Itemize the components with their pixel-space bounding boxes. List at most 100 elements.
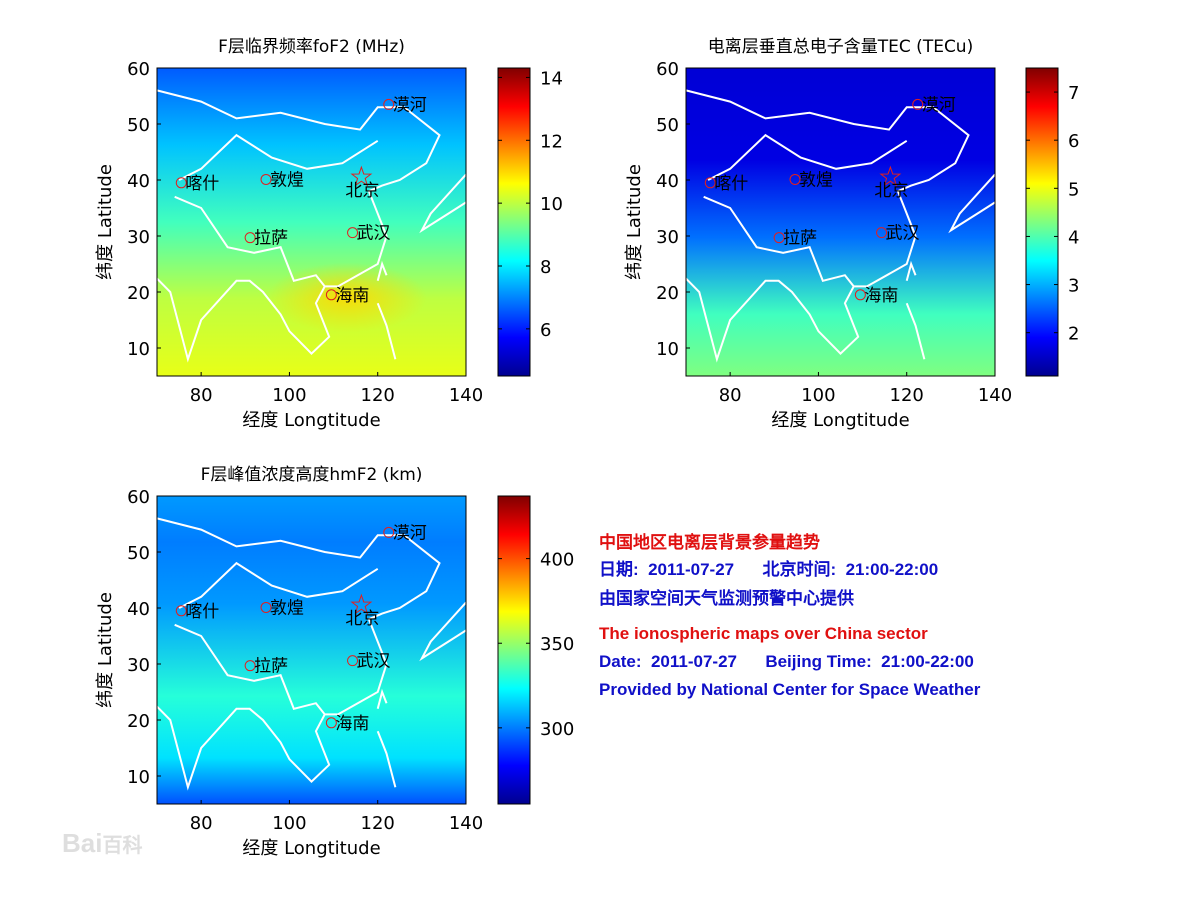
city-label: 漠河 (393, 95, 427, 115)
colorbar-gradient (497, 67, 531, 377)
city-marker: 武汉 (347, 652, 391, 672)
star-icon (879, 165, 902, 187)
city-marker: 敦煌 (789, 170, 833, 190)
city-marker: 北京 (874, 165, 908, 201)
y-tick-label: 40 (656, 171, 679, 192)
colorbar-tick-label: 7 (1068, 83, 1079, 104)
info-en-title: The ionospheric maps over China sector (599, 624, 928, 643)
circle-icon (854, 289, 866, 301)
city-marker: 海南 (325, 286, 369, 306)
coastline (174, 195, 326, 288)
coastline (376, 302, 397, 360)
coastline (419, 601, 467, 662)
city-label: 喀什 (185, 602, 219, 622)
coastline (147, 89, 441, 363)
circle-icon (244, 232, 256, 244)
city-marker: 拉萨 (244, 657, 288, 677)
y-tick-label: 40 (127, 599, 150, 620)
city-marker: 敦煌 (260, 170, 304, 190)
y-tick-label: 30 (656, 227, 679, 248)
info-en-provider: Provided by National Center for Space We… (599, 680, 981, 699)
coastline (174, 623, 326, 716)
city-label: 北京 (874, 181, 908, 201)
heatmap-field (686, 68, 995, 376)
city-marker: 喀什 (175, 174, 219, 194)
city-label: 漠河 (393, 523, 427, 543)
axes-frame (156, 495, 467, 805)
colorbar: 6 8 10 12 14 (497, 67, 563, 377)
y-tick-label: 10 (656, 339, 679, 360)
circle-icon (347, 655, 359, 667)
city-label: 北京 (345, 609, 379, 629)
circle-icon (244, 660, 256, 672)
circle-icon (325, 289, 337, 301)
y-tick-label: 50 (127, 115, 150, 136)
colorbar: 2 3 4 5 6 7 (1025, 67, 1079, 377)
circle-icon (383, 526, 395, 538)
y-axis-label: 纬度 Latitude (95, 592, 116, 708)
city-label: 敦煌 (270, 170, 304, 190)
city-label: 拉萨 (783, 229, 817, 249)
city-label: 拉萨 (254, 657, 288, 677)
colorbar-tick-label: 400 (540, 550, 574, 571)
x-tick-label: 80 (190, 385, 213, 406)
city-label: 喀什 (185, 174, 219, 194)
y-tick-label: 60 (127, 487, 150, 508)
city-marker: 漠河 (383, 95, 427, 115)
colorbar-tick-label: 6 (540, 320, 551, 341)
panel-title: F层临界频率foF2 (MHz) (218, 37, 405, 57)
y-tick-label: 20 (127, 711, 150, 732)
city-label: 武汉 (357, 652, 391, 672)
x-tick-label: 80 (190, 813, 213, 834)
colorbar-tick-label: 14 (540, 68, 563, 89)
colorbar-tick-label: 10 (540, 194, 563, 215)
colorbar: 300 350 400 (497, 495, 574, 805)
circle-icon (912, 98, 924, 110)
x-tick-label: 100 (272, 813, 306, 834)
colorbar-tick-label: 300 (540, 719, 574, 740)
circle-icon (175, 605, 187, 617)
city-label: 海南 (864, 286, 898, 306)
x-tick-label: 100 (801, 385, 835, 406)
city-label: 海南 (335, 714, 369, 734)
info-cn-title: 中国地区电离层背景参量趋势 (599, 533, 820, 552)
colorbar-tick-label: 350 (540, 634, 574, 655)
colorbar-tick-label: 12 (540, 131, 563, 152)
coastline (707, 133, 908, 181)
colorbar-gradient (497, 495, 531, 805)
circle-icon (383, 98, 395, 110)
x-tick-label: 100 (272, 385, 306, 406)
city-label: 海南 (335, 286, 369, 306)
circle-icon (704, 177, 716, 189)
circle-icon (347, 227, 359, 239)
city-label: 敦煌 (270, 598, 304, 618)
city-marker: 拉萨 (244, 229, 288, 249)
city-marker: 北京 (345, 593, 379, 629)
coastline (376, 260, 388, 282)
y-tick-label: 20 (656, 283, 679, 304)
city-marker: 海南 (854, 286, 898, 306)
x-tick-label: 140 (449, 813, 483, 834)
y-tick-label: 10 (127, 767, 150, 788)
city-marker: 北京 (345, 165, 379, 201)
x-tick-label: 120 (890, 385, 924, 406)
info-cn-provider: 由国家空间天气监测预警中心提供 (599, 589, 854, 608)
city-marker: 海南 (325, 714, 369, 734)
city-label: 武汉 (357, 224, 391, 244)
heatmap-peak (266, 262, 427, 333)
y-tick-label: 50 (656, 115, 679, 136)
city-marker: 喀什 (175, 602, 219, 622)
city-marker: 武汉 (347, 224, 391, 244)
y-tick-label: 40 (127, 171, 150, 192)
panel-title: 电离层垂直总电子含量TEC (TECu) (708, 37, 973, 57)
x-tick-label: 140 (978, 385, 1012, 406)
colorbar-tick-label: 3 (1068, 276, 1079, 297)
x-tick-label: 80 (719, 385, 742, 406)
axes-frame (156, 67, 467, 377)
city-marker: 拉萨 (773, 229, 817, 249)
star-icon (350, 165, 373, 187)
panel-title: F层峰值浓度高度hmF2 (km) (201, 465, 423, 485)
